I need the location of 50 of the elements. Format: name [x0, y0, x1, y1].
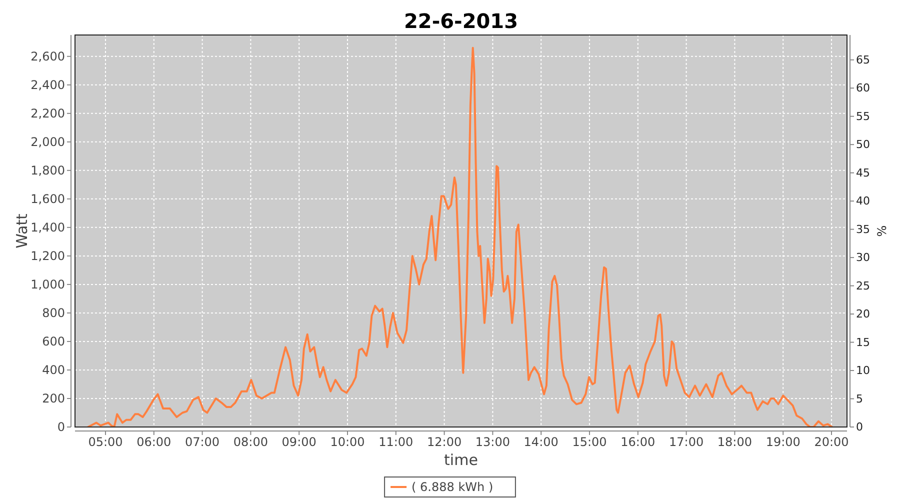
y-tick-label: 1,000 [30, 277, 65, 292]
y-tick-label: 800 [42, 306, 65, 320]
x-axis-title: time [444, 451, 478, 469]
line-series [87, 46, 833, 427]
x-tick-label: 08:00 [233, 435, 268, 449]
x-tick-label: 13:00 [475, 435, 510, 449]
y2-tick-label: 35 [856, 222, 870, 236]
x-tick-label: 20:00 [814, 435, 849, 449]
x-tick-label: 17:00 [669, 435, 704, 449]
y2-tick-label: 55 [856, 110, 870, 123]
y2-tick-label: 25 [856, 279, 870, 292]
y2-tick-label: 5 [856, 392, 863, 406]
y-tick-label: 1,400 [30, 220, 65, 234]
x-tick-label: 11:00 [378, 435, 414, 449]
x-tick-label: 07:00 [185, 435, 220, 449]
y-tick-label: 2,200 [30, 106, 65, 120]
y-tick-label: 600 [42, 334, 65, 348]
chart-title: 22-6-2013 [404, 9, 518, 33]
x-tick-label: 12:00 [427, 435, 462, 449]
y2-tick-label: 15 [856, 336, 870, 349]
y-tick-label: 1,600 [30, 192, 65, 206]
y2-tick-label: 60 [856, 82, 870, 95]
y2-axis-title: % [875, 225, 889, 237]
y2-tick-label: 50 [856, 138, 870, 152]
y2-tick-label: 30 [856, 251, 870, 264]
y-tick-label: 2,000 [30, 134, 65, 149]
y-tick-label: 200 [42, 391, 65, 406]
y-tick-label: 1,200 [30, 248, 65, 263]
y2-tick-label: 10 [856, 364, 870, 378]
x-tick-label: 15:00 [572, 435, 607, 449]
y-tick-label: 0 [57, 420, 65, 434]
x-tick-label: 06:00 [136, 435, 172, 449]
legend-label: ( 6.888 kWh ) [412, 480, 494, 494]
y-tick-label: 2,600 [30, 49, 65, 64]
y2-tick-label: 20 [856, 308, 870, 321]
x-tick-label: 18:00 [717, 435, 752, 449]
x-tick-label: 09:00 [282, 435, 316, 449]
x-tick-label: 10:00 [330, 435, 365, 449]
y2-tick-label: 65 [856, 53, 870, 66]
x-tick-label: 19:00 [766, 435, 800, 449]
x-tick-label: 14:00 [524, 435, 558, 449]
y-tick-label: 2,400 [30, 78, 65, 92]
x-tick-label: 16:00 [620, 435, 656, 449]
y2-tick-label: 40 [856, 194, 870, 208]
x-tick-label: 05:00 [88, 435, 123, 449]
y2-tick-label: 45 [856, 166, 870, 180]
y-axis-title: Watt [13, 213, 31, 248]
y2-tick-label: 0 [856, 420, 863, 434]
y-tick-label: 1,800 [30, 163, 65, 178]
y-tick-label: 400 [42, 362, 65, 377]
